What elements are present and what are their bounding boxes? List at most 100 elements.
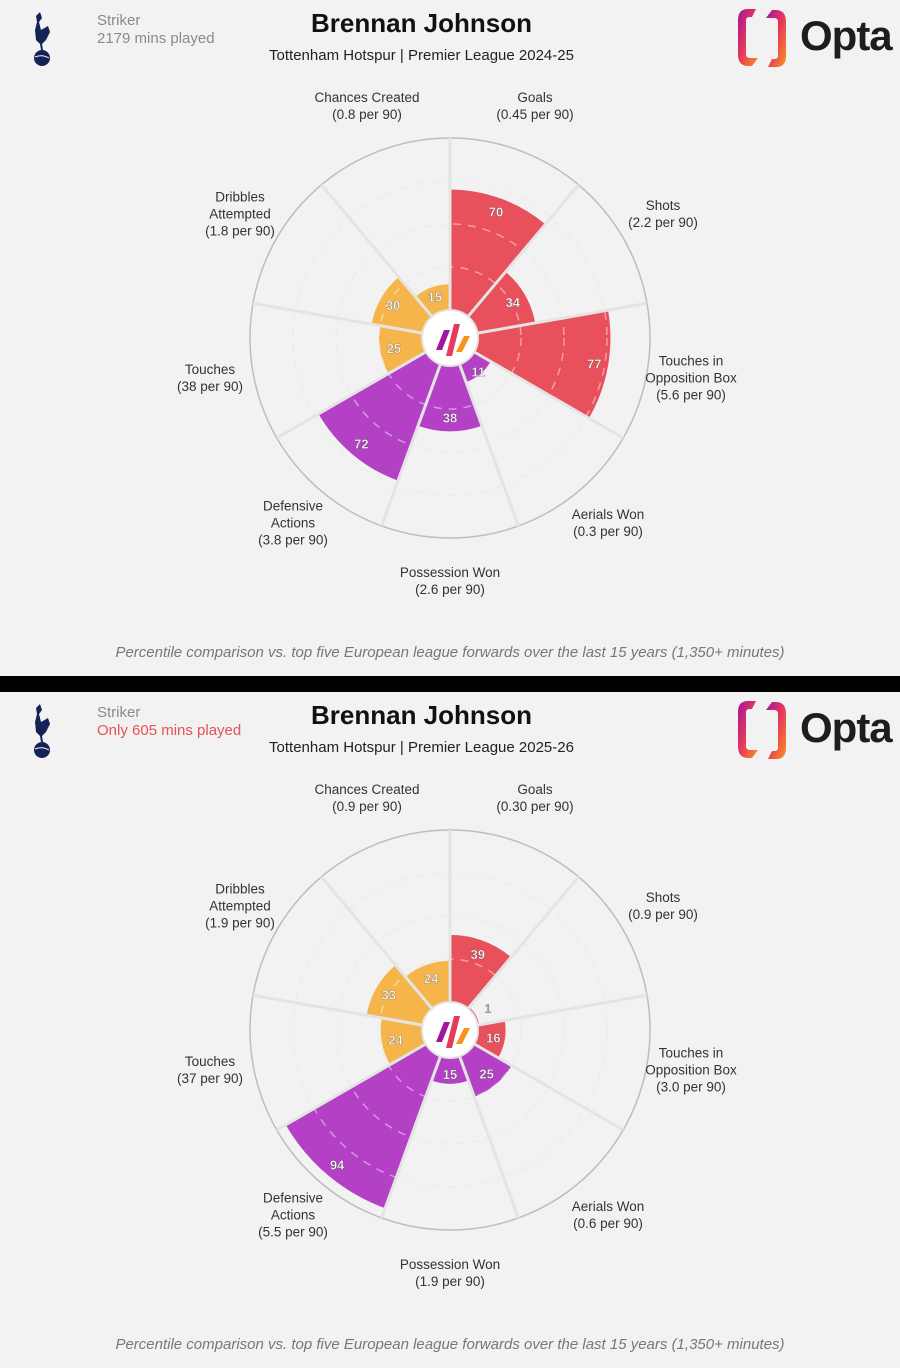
per90-value: (3.0 per 90) (656, 1079, 726, 1095)
spoke (320, 875, 434, 1010)
minutes-played: 2179 mins played (97, 30, 215, 47)
spoke (473, 350, 624, 440)
category-label: Dribbles Attempted (1.9 per 90) (205, 881, 275, 932)
category-name: Aerials Won (571, 507, 645, 522)
category-label: Chances Created (0.9 per 90) (314, 781, 419, 815)
spoke (320, 183, 434, 318)
spoke (477, 993, 648, 1027)
category-name: Aerials Won (571, 1199, 645, 1214)
per90-value: (0.6 per 90) (573, 1216, 643, 1231)
category-label: Chances Created (0.8 per 90) (314, 89, 419, 123)
opta-mark-icon (738, 701, 786, 759)
bar-goals (450, 189, 546, 317)
bar-aerials-won (459, 1044, 512, 1097)
chart-footnote: Percentile comparison vs. top five Europ… (115, 644, 785, 661)
bar-touches (380, 1017, 426, 1065)
spoke (276, 350, 427, 440)
bar-dribbles-attempted (371, 277, 433, 334)
pizza-panel-2024-25: Striker 2179 mins played Brennan Johnson… (0, 0, 900, 676)
value-label: 15 (443, 1067, 457, 1082)
player-position: Striker (97, 12, 141, 29)
per90-value: (38 per 90) (176, 379, 244, 394)
value-label: 30 (386, 298, 400, 313)
category-label: Possession Won (2.6 per 90) (400, 564, 500, 598)
value-label: 70 (489, 205, 503, 220)
per90-value: (3.8 per 90) (258, 532, 328, 548)
opta-wordmark: Opta (800, 12, 893, 59)
category-name: Possession Won (399, 565, 501, 580)
spoke (473, 1042, 624, 1132)
divider-band (0, 676, 900, 692)
category-name: Goals (517, 90, 553, 105)
grid-ring (335, 915, 565, 1145)
category-label: Aerials Won (0.6 per 90) (572, 1198, 645, 1232)
category-label: Aerials Won (0.3 per 90) (572, 506, 645, 540)
bar-touches-in-opposition-box (474, 310, 611, 419)
bar-aerials-won (459, 352, 491, 383)
opta-stripes-icon (436, 1016, 470, 1048)
category-name: Dribbles Attempted (209, 189, 271, 222)
per90-value: (5.5 per 90) (258, 1224, 328, 1240)
value-label: 34 (506, 295, 521, 310)
per90-value: (1.9 per 90) (415, 1274, 485, 1289)
value-label: 15 (428, 290, 442, 305)
team-competition: Tottenham Hotspur | Premier League 2025-… (269, 739, 574, 756)
category-name: Chances Created (314, 782, 420, 797)
tottenham-crest-icon (34, 12, 50, 66)
value-label: 72 (354, 437, 368, 452)
opta-wordmark: Opta (800, 704, 893, 751)
grid-ring-overlay (335, 915, 565, 1145)
grid-ring-overlay (335, 223, 565, 453)
category-name: Shots (645, 890, 681, 905)
per90-value: (0.45 per 90) (496, 107, 574, 122)
category-label: Defensive Actions (5.5 per 90) (258, 1190, 328, 1241)
category-label: Touches (38 per 90) (177, 361, 243, 395)
chart-footnote: Percentile comparison vs. top five Europ… (115, 1336, 785, 1353)
value-label: 1 (484, 1001, 491, 1016)
category-name: Defensive Actions (262, 1190, 324, 1223)
per90-value: (1.8 per 90) (205, 223, 275, 239)
spoke (466, 183, 580, 318)
value-label: 33 (381, 988, 395, 1003)
opta-stripes-icon (436, 324, 470, 356)
category-name: Touches (184, 1054, 236, 1069)
value-label: 11 (471, 365, 485, 380)
category-label: Touches in Opposition Box (5.6 per 90) (645, 353, 737, 404)
category-name: Chances Created (314, 90, 420, 105)
spoke (477, 301, 648, 335)
per90-value: (1.9 per 90) (205, 915, 275, 931)
spoke (252, 993, 423, 1027)
spoke (276, 1042, 427, 1132)
pizza-panel-2025-26: Striker Only 605 mins played Brennan Joh… (0, 692, 900, 1368)
spoke (458, 363, 520, 527)
tottenham-crest-icon (34, 704, 50, 758)
bar-shots (467, 271, 536, 334)
category-label: Touches (37 per 90) (177, 1053, 243, 1087)
category-name: Touches in Opposition Box (645, 353, 737, 386)
spoke (458, 1055, 520, 1219)
opta-mark-icon (738, 9, 786, 67)
category-label: Goals (0.45 per 90) (496, 89, 573, 123)
spoke (380, 363, 442, 527)
per90-value: (0.9 per 90) (332, 799, 402, 814)
spoke (466, 875, 580, 1010)
bar-goals (450, 934, 512, 1009)
category-label: Dribbles Attempted (1.8 per 90) (205, 189, 275, 240)
value-label: 77 (587, 356, 601, 371)
pizza-chart: 39 1 16 25 15 94 24 33 24 (249, 829, 651, 1231)
value-label: 25 (479, 1067, 493, 1082)
spoke (252, 301, 423, 335)
opta-logo: Opta (734, 6, 894, 70)
per90-value: (2.6 per 90) (415, 582, 485, 597)
player-name: Brennan Johnson (310, 700, 532, 730)
per90-value: (0.8 per 90) (332, 107, 402, 122)
value-label: 39 (470, 947, 484, 962)
category-name: Shots (645, 198, 681, 213)
category-label: Defensive Actions (3.8 per 90) (258, 498, 328, 549)
category-name: Touches in Opposition Box (645, 1045, 737, 1078)
category-label: Goals (0.30 per 90) (496, 781, 573, 815)
bar-chances-created (405, 960, 450, 1009)
value-label: 25 (387, 341, 401, 356)
value-label: 24 (388, 1033, 403, 1048)
per90-value: (5.6 per 90) (656, 387, 726, 403)
